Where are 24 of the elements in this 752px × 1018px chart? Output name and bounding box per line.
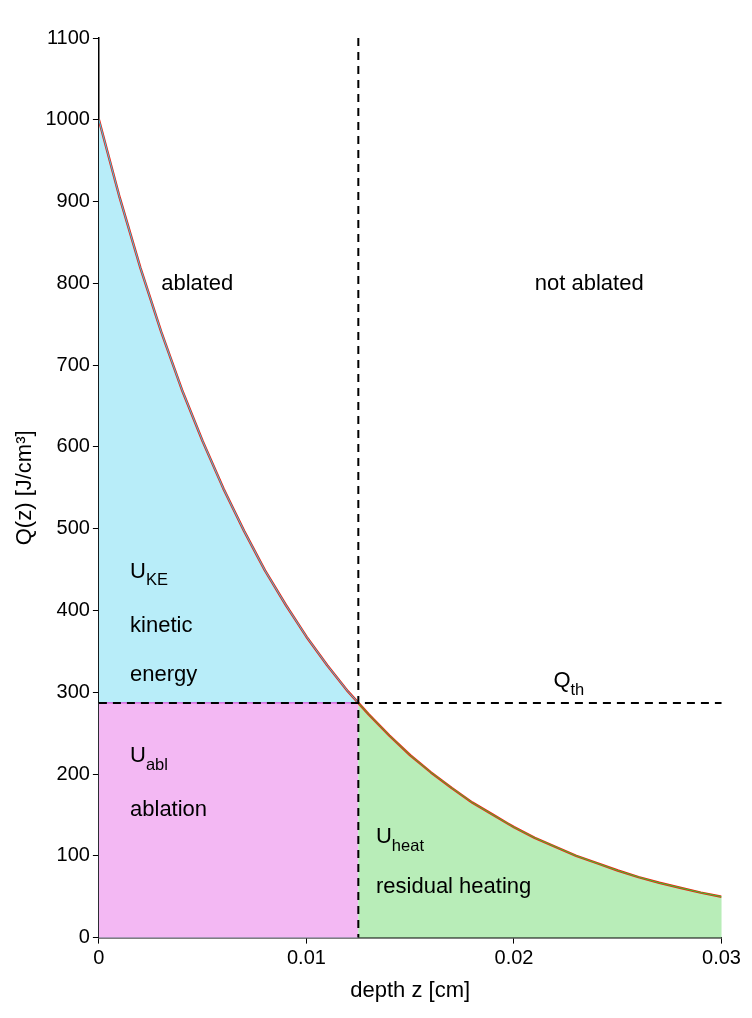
y-tick-label: 800	[56, 270, 90, 293]
y-tick-label: 1000	[45, 107, 90, 130]
annotation: residual heating	[375, 872, 532, 898]
y-tick-label: 400	[56, 597, 90, 620]
y-tick-label: 0	[78, 925, 90, 948]
y-tick-label: 1100	[46, 25, 90, 48]
y-tick-label: 200	[56, 761, 90, 784]
y-tick-label: 300	[56, 679, 90, 702]
annotation: energy	[130, 661, 198, 687]
x-tick-label: 0.01	[286, 946, 326, 969]
annotation: ablation	[130, 796, 208, 822]
y-tick-label: 900	[56, 189, 90, 212]
annotation: kinetic	[130, 611, 193, 637]
y-tick-label: 700	[56, 352, 90, 375]
x-tick-label: 0	[93, 946, 105, 969]
annotation: not ablated	[534, 269, 644, 295]
x-axis-title: depth z [cm]	[350, 976, 471, 1002]
y-tick-label: 600	[56, 434, 90, 457]
y-tick-label: 100	[56, 843, 90, 866]
y-axis-title: Q(z) [J/cm³]	[11, 430, 37, 546]
x-tick-label: 0.02	[494, 946, 534, 969]
x-tick-label: 0.03	[702, 946, 742, 969]
y-tick-label: 500	[56, 516, 90, 539]
annotation: ablated	[161, 269, 234, 295]
